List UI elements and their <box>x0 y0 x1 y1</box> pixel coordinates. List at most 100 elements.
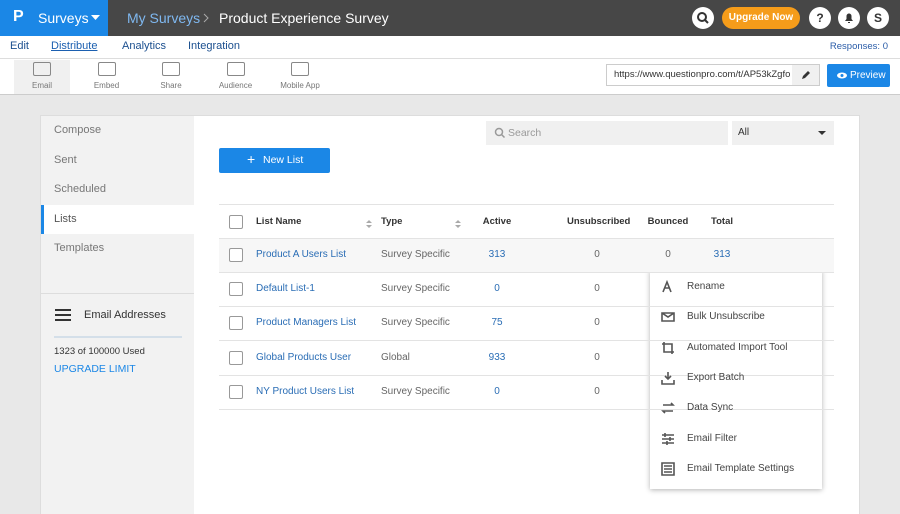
search-button[interactable] <box>692 7 714 29</box>
row-checkbox[interactable] <box>229 350 243 365</box>
toolbar-label[interactable]: Audience <box>218 81 253 90</box>
cell-unsubscribed: 0 <box>594 283 600 295</box>
sort-icon[interactable] <box>366 216 372 228</box>
cell-active: 313 <box>488 249 506 260</box>
app-switcher[interactable] <box>0 0 108 36</box>
menu-icon <box>661 461 675 476</box>
toolbar-active <box>14 60 70 94</box>
cell-name[interactable]: Product Managers List <box>256 317 357 329</box>
menu-icon <box>661 341 675 355</box>
tab-bar <box>0 36 900 59</box>
filter-select[interactable]: All <box>732 121 834 145</box>
responses: Responses: 0 <box>829 41 888 52</box>
row-checkbox[interactable] <box>229 282 243 297</box>
preview-button[interactable]: Preview <box>827 64 890 87</box>
tab[interactable]: Integration <box>188 40 240 52</box>
header-checkbox[interactable] <box>229 215 243 229</box>
column-header: Total <box>711 216 733 227</box>
row-checkbox[interactable] <box>229 316 243 331</box>
sidebar-item[interactable]: Sent <box>54 153 77 166</box>
edit-url[interactable] <box>792 65 819 85</box>
help-button[interactable]: ? <box>809 7 831 29</box>
cell-type: Survey Specific <box>381 249 450 260</box>
menu-item[interactable]: Email Template Settings <box>687 462 795 474</box>
cell-unsubscribed: 0 <box>594 351 600 363</box>
toolbar-icon <box>33 62 51 76</box>
menu-item[interactable]: Export Batch <box>687 371 745 383</box>
divider <box>41 293 194 294</box>
sidebar-item[interactable]: Lists <box>41 204 194 234</box>
sort-icon[interactable] <box>455 216 461 228</box>
cell-active: 0 <box>494 283 500 295</box>
column-header: Type <box>381 216 403 227</box>
toolbar-label[interactable]: Share <box>160 81 182 90</box>
cell-type: Survey Specific <box>381 317 450 329</box>
upgrade-limit[interactable]: UPGRADE LIMIT <box>54 363 136 375</box>
menu-item[interactable]: Data Sync <box>687 402 734 414</box>
menu-item[interactable]: Automated Import Tool <box>687 341 788 353</box>
tab[interactable]: Analytics <box>122 40 167 52</box>
cell-unsubscribed: 0 <box>594 385 600 397</box>
chevron <box>203 13 209 23</box>
menu-item[interactable]: Email Filter <box>687 432 738 444</box>
search-placeholder: Search <box>508 127 542 139</box>
menu-icon <box>661 371 675 385</box>
toolbar-label[interactable]: Mobile App <box>280 81 320 90</box>
cell-bounced: 0 <box>665 249 671 260</box>
cell-name[interactable]: Product A Users List <box>256 249 347 260</box>
new-list-button[interactable]: + New List <box>219 148 330 173</box>
search-field[interactable]: Search <box>486 121 728 145</box>
table-line <box>219 272 834 273</box>
toolbar-label[interactable]: Email <box>31 81 52 90</box>
toolbar-label[interactable]: Embed <box>93 81 120 90</box>
toolbar-icon <box>291 62 309 76</box>
cell-name[interactable]: NY Product Users List <box>256 385 355 397</box>
cell-active: 75 <box>491 317 503 329</box>
sidebar-item[interactable]: Compose <box>54 124 102 136</box>
usage: 1323 of 100000 Used <box>54 346 145 357</box>
survey-url: https://www.questionpro.com/t/AP53kZgfo <box>614 69 790 80</box>
column-header: Bounced <box>647 216 689 227</box>
table-line <box>219 340 834 342</box>
menu-icon <box>661 401 675 415</box>
sidebar-item[interactable]: Scheduled <box>54 183 106 196</box>
toolbar-icon <box>226 62 245 76</box>
sidebar-item[interactable]: Templates <box>54 242 105 255</box>
table-line <box>219 408 834 410</box>
upgrade-button[interactable]: Upgrade Now <box>722 7 800 29</box>
cell-total: 313 <box>713 249 731 260</box>
app-name[interactable]: Surveys <box>38 10 89 26</box>
column-header: Active <box>482 216 512 227</box>
cell-name[interactable]: Default List-1 <box>256 283 315 295</box>
list-icon <box>55 309 71 321</box>
notifications-button[interactable] <box>838 7 860 29</box>
tab[interactable]: Distribute <box>51 40 98 52</box>
breadcrumb-link[interactable]: My Surveys <box>127 10 201 26</box>
cell-name[interactable]: Global Products User <box>256 351 352 363</box>
row-checkbox[interactable] <box>229 384 243 399</box>
preview-label: Preview <box>850 70 886 81</box>
email-title: Email Addresses <box>84 309 166 321</box>
row-highlight <box>219 239 834 272</box>
user-button[interactable]: S <box>867 7 889 29</box>
cell-unsubscribed: 0 <box>594 249 600 260</box>
logo: P <box>13 8 24 25</box>
toolbar-icon <box>162 62 180 76</box>
menu-item[interactable]: Rename <box>687 281 725 292</box>
row-checkbox[interactable] <box>229 248 243 262</box>
url-field[interactable] <box>606 64 820 86</box>
cell-active: 0 <box>494 385 500 397</box>
toolbar-icon <box>97 62 116 76</box>
cell-type: Survey Specific <box>381 385 450 397</box>
column-header: Unsubscribed <box>567 216 631 227</box>
cell-unsubscribed: 0 <box>594 317 600 329</box>
menu-icon <box>661 432 675 446</box>
tab[interactable]: Edit <box>10 40 29 52</box>
cell-active: 933 <box>488 351 506 363</box>
new-list-label: New List <box>263 154 304 166</box>
column-header: List Name <box>256 216 302 227</box>
menu-icon <box>661 279 675 294</box>
cell-type: Global <box>381 351 410 363</box>
menu-item[interactable]: Bulk Unsubscribe <box>687 311 765 323</box>
